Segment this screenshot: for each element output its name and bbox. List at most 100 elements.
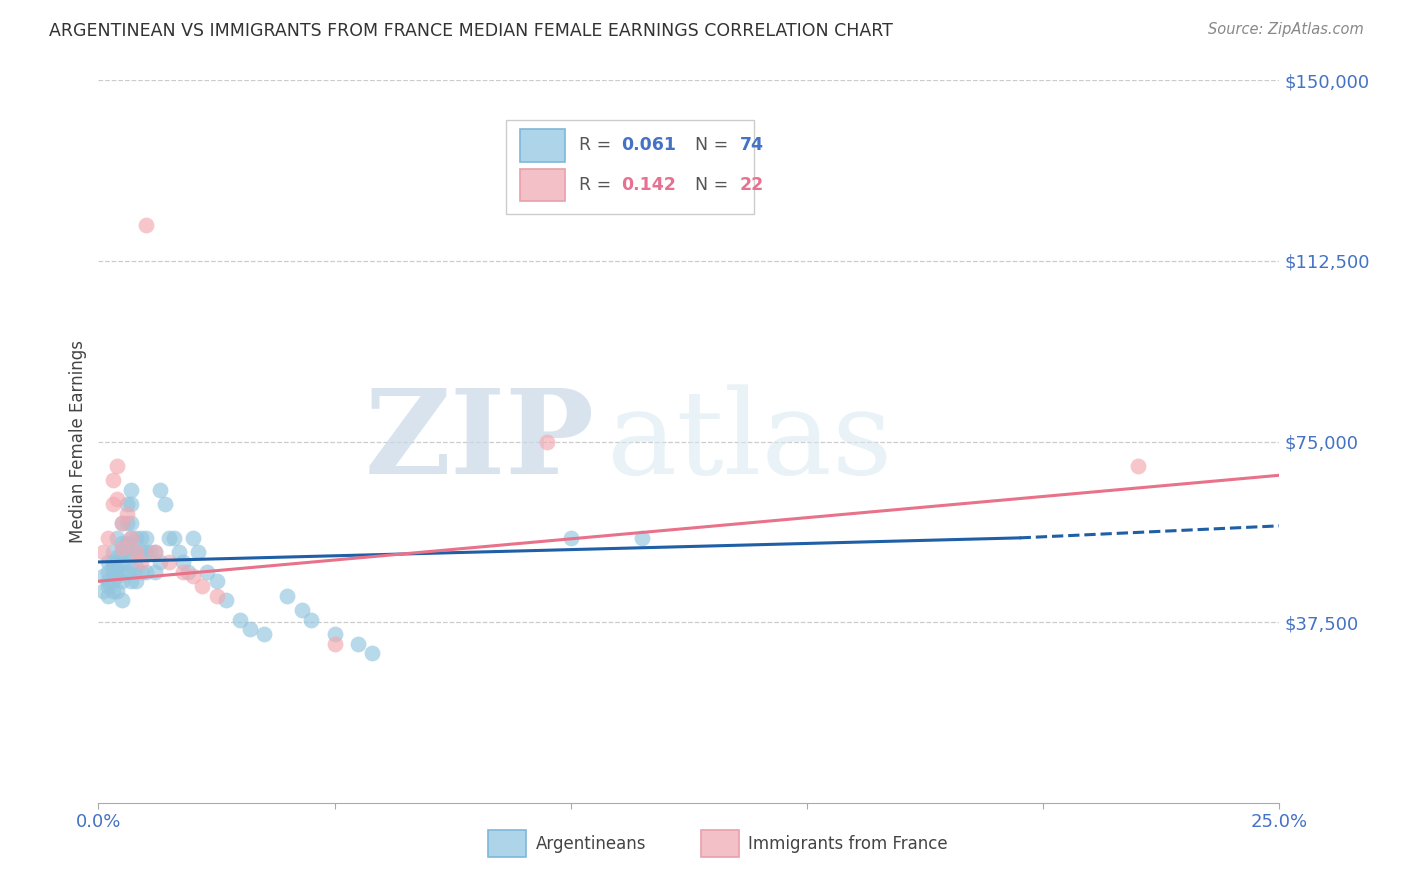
Point (229, 613, 252, 627)
Point (111, 516, 134, 531)
Point (105, 531, 128, 545)
Point (172, 565, 194, 579)
Point (101, 555, 124, 569)
Point (143, 545, 166, 559)
Point (323, 627, 346, 641)
Point (129, 555, 152, 569)
Text: 74: 74 (740, 136, 763, 154)
Point (97, 565, 120, 579)
Point (91, 569, 114, 583)
Point (115, 497, 138, 511)
Point (205, 574, 228, 589)
Point (121, 483, 143, 497)
Point (91, 583, 114, 598)
Point (125, 574, 148, 589)
Point (139, 545, 162, 559)
Point (135, 218, 157, 232)
Point (97, 531, 120, 545)
Point (149, 483, 172, 497)
Point (143, 565, 166, 579)
Point (157, 555, 180, 569)
Point (105, 492, 128, 507)
Point (97, 555, 120, 569)
Point (121, 531, 143, 545)
Point (143, 545, 166, 559)
Text: R =: R = (579, 136, 617, 154)
Point (125, 531, 148, 545)
Point (125, 545, 148, 559)
Point (115, 535, 138, 549)
Point (115, 516, 138, 531)
Text: 22: 22 (740, 176, 763, 194)
Point (177, 565, 200, 579)
Point (187, 545, 209, 559)
Point (253, 627, 276, 641)
Point (115, 565, 138, 579)
Point (97, 574, 120, 589)
Point (121, 545, 143, 559)
Point (97, 589, 120, 603)
Point (111, 593, 134, 607)
Text: N =: N = (695, 136, 734, 154)
Point (135, 545, 157, 559)
Point (125, 559, 148, 574)
Point (153, 497, 176, 511)
Text: Source: ZipAtlas.com: Source: ZipAtlas.com (1208, 22, 1364, 37)
Point (205, 589, 228, 603)
Bar (488, 830, 526, 857)
Bar (506, 120, 754, 214)
Point (239, 623, 262, 637)
Point (105, 569, 128, 583)
Point (121, 559, 143, 574)
Point (105, 458, 128, 473)
Point (121, 531, 143, 545)
Point (181, 531, 204, 545)
Point (129, 565, 152, 579)
Text: 0.061: 0.061 (621, 136, 676, 154)
Point (135, 565, 157, 579)
Bar (700, 830, 738, 857)
Text: ARGENTINEAN VS IMMIGRANTS FROM FRANCE MEDIAN FEMALE EARNINGS CORRELATION CHART: ARGENTINEAN VS IMMIGRANTS FROM FRANCE ME… (49, 22, 893, 40)
Point (111, 555, 134, 569)
Bar (520, 169, 565, 202)
Bar (520, 129, 565, 161)
Point (129, 545, 152, 559)
Point (111, 545, 134, 559)
Point (149, 555, 172, 569)
Point (111, 541, 134, 555)
Y-axis label: Median Female Earnings: Median Female Earnings (69, 340, 87, 543)
Text: N =: N = (695, 176, 734, 194)
Point (101, 574, 124, 589)
Point (121, 516, 143, 531)
Point (290, 603, 312, 617)
Point (101, 473, 124, 487)
Text: atlas: atlas (606, 384, 893, 499)
Point (167, 545, 190, 559)
Point (121, 497, 143, 511)
Point (115, 545, 138, 559)
Point (323, 637, 346, 651)
Point (276, 589, 298, 603)
Point (181, 569, 204, 583)
Point (135, 531, 157, 545)
Point (536, 434, 558, 449)
Point (97, 579, 120, 593)
Point (560, 531, 582, 545)
Point (191, 579, 214, 593)
Point (172, 555, 194, 569)
Point (105, 550, 128, 565)
Point (111, 535, 134, 549)
Point (129, 531, 152, 545)
Point (630, 531, 652, 545)
Point (101, 497, 124, 511)
Point (347, 637, 370, 651)
Point (195, 565, 218, 579)
Point (101, 545, 124, 559)
Point (111, 565, 134, 579)
Point (361, 647, 384, 661)
Point (299, 613, 322, 627)
Point (105, 559, 128, 574)
Point (1126, 458, 1149, 473)
Point (101, 559, 124, 574)
Point (111, 516, 134, 531)
